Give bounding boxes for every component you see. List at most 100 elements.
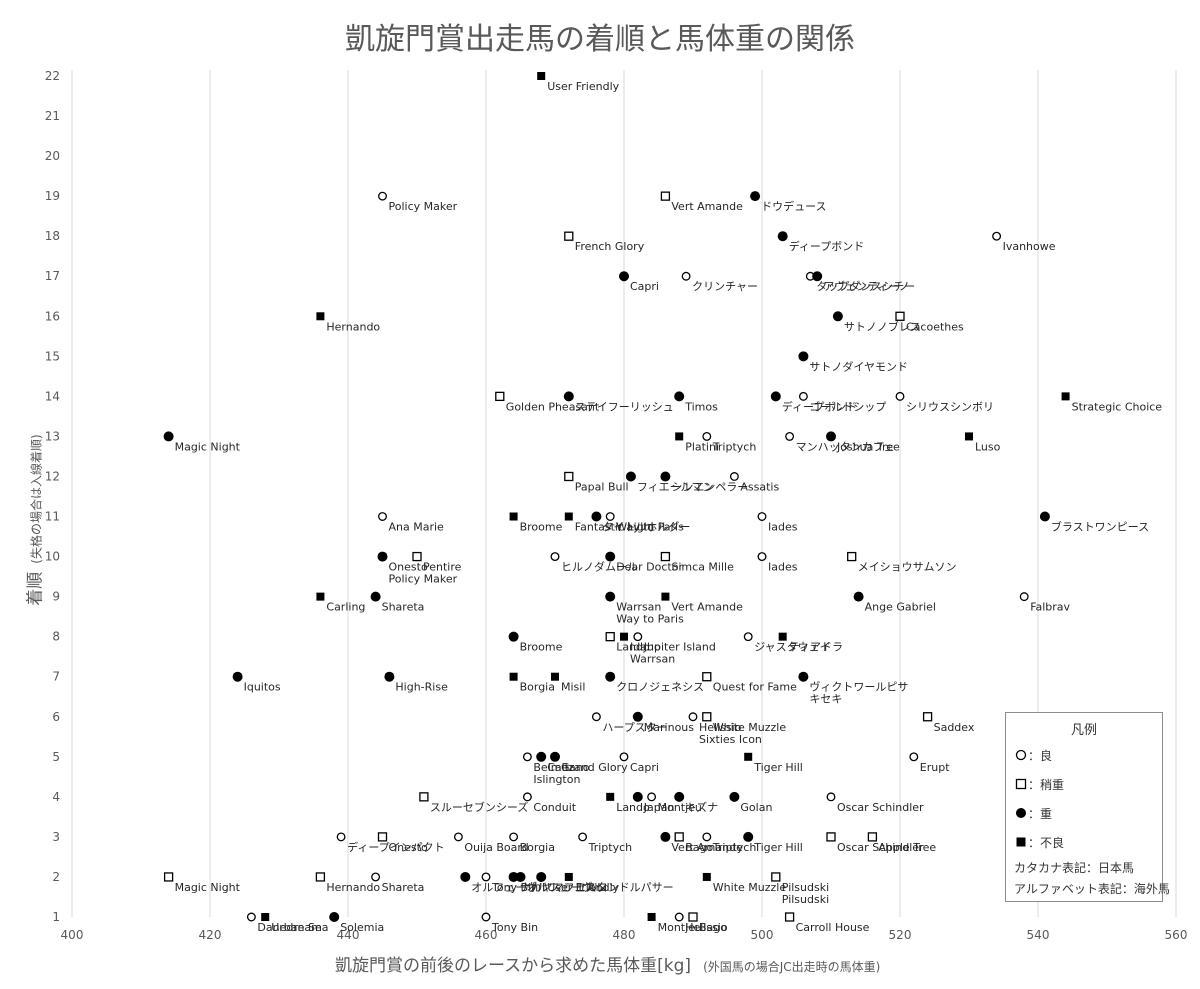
heavy-ground-marker bbox=[515, 871, 526, 882]
slightly-heavy-marker bbox=[922, 712, 933, 722]
heavy-ground-marker bbox=[853, 591, 864, 602]
heavy-ground-marker bbox=[508, 871, 519, 882]
bad-ground-marker bbox=[778, 632, 787, 641]
point-label: Onesto bbox=[389, 561, 428, 574]
heavy-ground-marker bbox=[625, 471, 636, 482]
heavy-ground-marker bbox=[377, 551, 388, 562]
point-label: White Muzzle bbox=[713, 721, 787, 734]
heavy-ground-marker bbox=[370, 591, 381, 602]
heavy-ground-marker bbox=[777, 231, 788, 242]
good-ground-marker bbox=[785, 431, 795, 441]
point-label: Tony Bin bbox=[491, 921, 538, 934]
y-tick-label: 9 bbox=[52, 590, 60, 604]
bad-ground-marker bbox=[564, 512, 573, 521]
point-label: Ange Gabriel bbox=[865, 601, 936, 614]
y-tick-label: 4 bbox=[52, 790, 60, 804]
point-label: サトノノブレス bbox=[844, 319, 921, 333]
point-label: ヒルノダムール bbox=[561, 560, 638, 574]
point-label: Apple Tree bbox=[878, 841, 936, 854]
good-ground-marker bbox=[743, 632, 753, 642]
point-label: Grand Glory bbox=[561, 761, 628, 774]
point-label: Lando bbox=[616, 801, 650, 814]
good-ground-marker bbox=[1019, 592, 1029, 602]
bad-ground-marker bbox=[316, 592, 325, 601]
point-label: Borgia bbox=[520, 681, 555, 694]
point-label: オルフェーヴル bbox=[527, 880, 604, 894]
y-tick-label: 21 bbox=[45, 109, 60, 123]
point-label: Platini bbox=[685, 440, 719, 453]
point-label: Golan bbox=[740, 801, 772, 814]
good-ground-marker bbox=[702, 832, 712, 842]
point-label: Joshua Tree bbox=[836, 440, 900, 453]
point-label: Idaho bbox=[630, 641, 661, 654]
point-label: タイトルホルダー bbox=[602, 520, 690, 534]
point-label: Carling bbox=[326, 601, 365, 614]
point-label: Oscar Schindler bbox=[837, 801, 924, 814]
point-label: シンエンペラー bbox=[671, 480, 748, 493]
y-axis-note: (失格の場合は入線着順) bbox=[29, 434, 44, 564]
bad-ground-marker bbox=[661, 592, 670, 601]
y-tick-label: 3 bbox=[52, 830, 60, 844]
y-tick-label: 19 bbox=[45, 189, 60, 203]
open-circle-icon bbox=[1015, 749, 1027, 761]
point-label: Capri bbox=[630, 280, 659, 293]
point-label: Triptych bbox=[588, 841, 633, 854]
chart-title: 凱旋門賞出走馬の着順と馬体重の関係 bbox=[345, 22, 855, 57]
point-label-extra: Sixties Icon bbox=[699, 733, 762, 746]
point-label: Strategic Choice bbox=[1072, 400, 1163, 413]
point-label: Broome bbox=[520, 641, 563, 654]
slightly-heavy-marker bbox=[867, 832, 878, 842]
point-label: Quest for Fame bbox=[713, 681, 797, 694]
point-label: メイショウサムソン bbox=[858, 561, 957, 574]
x-axis-label: 凱旋門賞の前後のレースから求めた馬体重[kg] (外国馬の場合JC出走時の馬体重) bbox=[335, 951, 880, 976]
good-ground-marker bbox=[757, 512, 767, 521]
point-label: Magic Night bbox=[175, 440, 241, 453]
point-label: Policy Maker bbox=[389, 200, 458, 213]
point-label: White Muzzle bbox=[713, 881, 787, 894]
good-ground-marker bbox=[481, 912, 491, 922]
good-ground-marker bbox=[378, 191, 387, 201]
good-ground-marker bbox=[633, 632, 643, 642]
point-label: Helissio bbox=[699, 721, 742, 734]
y-tick-label: 20 bbox=[45, 149, 60, 163]
point-label: User Friendly bbox=[547, 80, 619, 93]
legend-item-yayaomo: ：稍重 bbox=[1014, 776, 1064, 793]
heavy-ground-marker bbox=[632, 711, 643, 722]
bad-ground-marker bbox=[1061, 392, 1070, 401]
y-tick-label: 1 bbox=[52, 910, 60, 924]
slightly-heavy-marker bbox=[688, 912, 698, 922]
point-label: Dear Doctor bbox=[616, 561, 683, 574]
point-label: Iades bbox=[768, 561, 798, 574]
point-label: ステイフーリッシュ bbox=[575, 400, 674, 413]
heavy-ground-marker bbox=[660, 471, 671, 482]
slightly-heavy-marker bbox=[163, 872, 174, 882]
point-label: ティアドラ bbox=[789, 641, 843, 654]
point-label: Borgia bbox=[520, 841, 555, 854]
x-tick-label: 560 bbox=[1165, 928, 1188, 942]
point-label: Bago bbox=[699, 921, 727, 934]
point-label: Pilsudski bbox=[782, 881, 829, 894]
slightly-heavy-marker bbox=[847, 551, 857, 562]
bad-ground-marker bbox=[606, 792, 615, 801]
point-label: Iades bbox=[768, 521, 798, 534]
point-label: Marinous bbox=[644, 721, 694, 734]
point-label: Vert Amande bbox=[671, 841, 743, 854]
heavy-ground-marker bbox=[232, 671, 243, 682]
point-label-extra: Way to Paris bbox=[616, 613, 684, 626]
heavy-ground-marker bbox=[563, 391, 574, 402]
open-square-icon bbox=[1015, 778, 1027, 790]
point-label: Montjeu bbox=[658, 921, 702, 934]
point-label: User Friendly bbox=[547, 881, 619, 894]
good-ground-marker bbox=[578, 832, 588, 842]
point-label: Triptych bbox=[712, 440, 757, 453]
point-label: Oscar Schindler bbox=[837, 841, 924, 854]
good-ground-marker bbox=[729, 472, 739, 481]
slightly-heavy-marker bbox=[377, 832, 388, 842]
legend-note-japanese: カタカナ表記：日本馬 bbox=[1014, 861, 1135, 875]
x-axis-title: 凱旋門賞の前後のレースから求めた馬体重[kg] bbox=[335, 956, 692, 976]
good-ground-marker bbox=[336, 832, 346, 842]
point-label: Way to Paris bbox=[616, 521, 684, 534]
point-label: ハープスター bbox=[602, 721, 667, 734]
heavy-ground-marker bbox=[798, 671, 809, 682]
point-label: Cacoethes bbox=[906, 320, 964, 333]
